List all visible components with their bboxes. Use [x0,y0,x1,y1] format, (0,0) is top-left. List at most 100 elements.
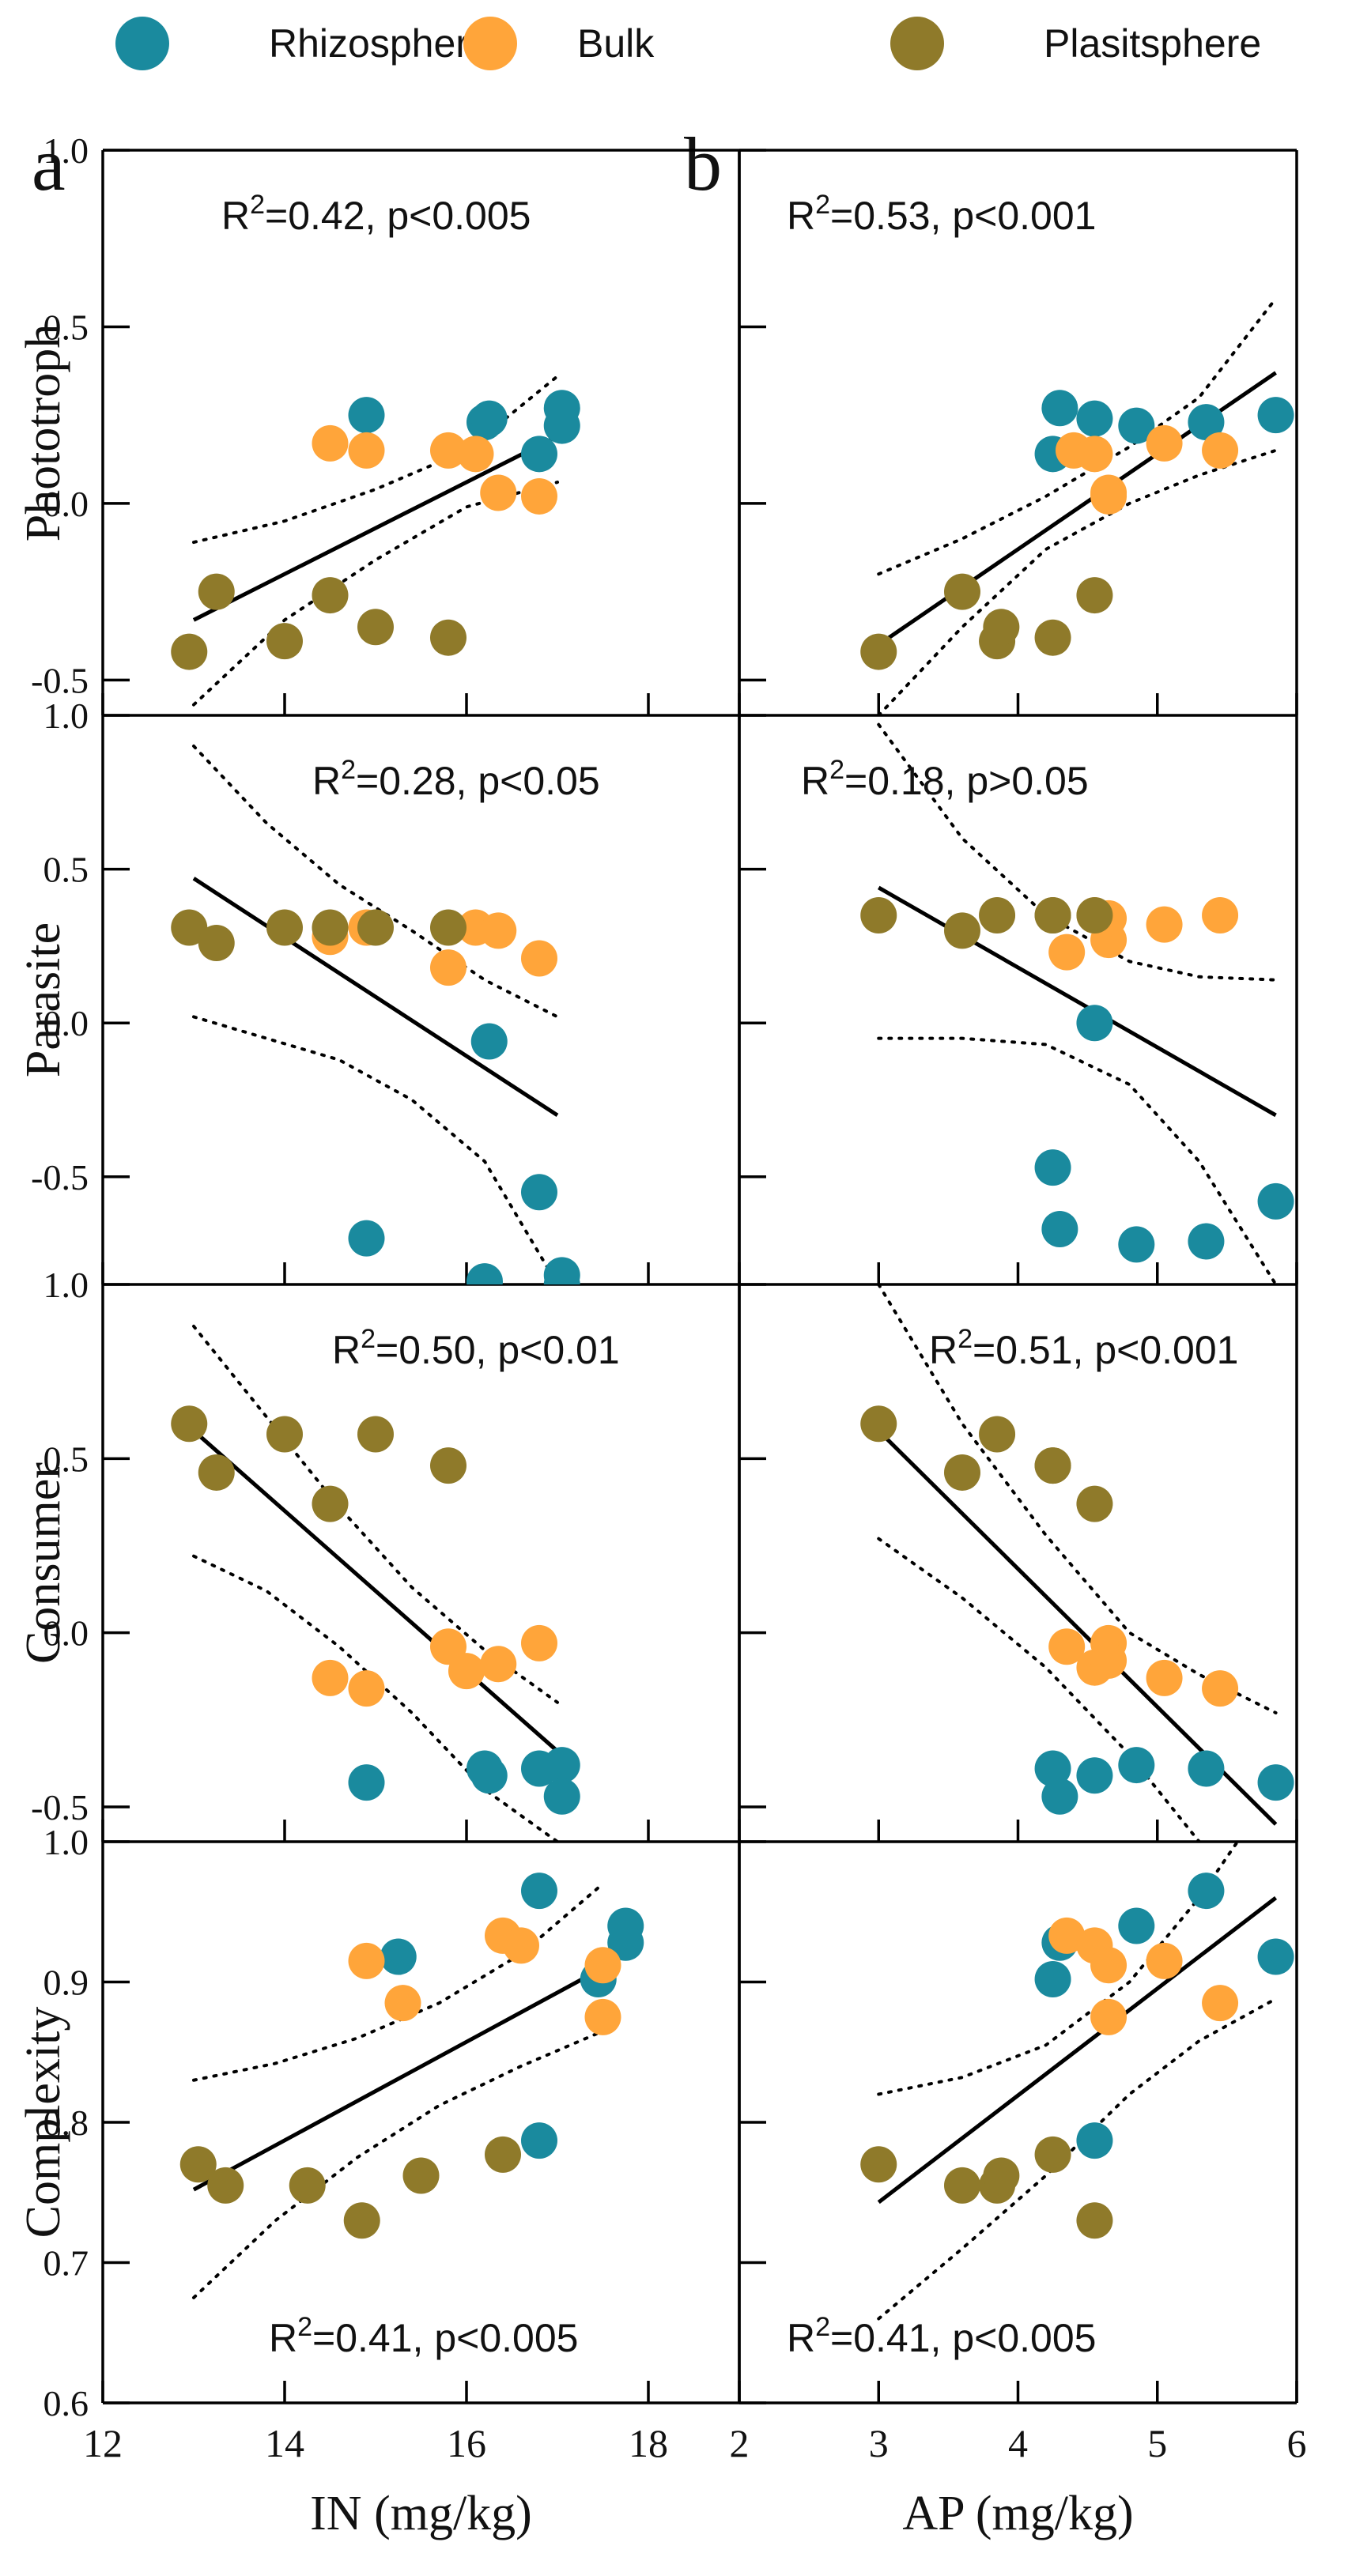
point-rhizosphere [521,2122,557,2159]
data-layer [171,375,580,707]
point-plasitsphere [343,2202,380,2239]
y-tick-label: 0.5 [43,1439,89,1479]
point-rhizosphere [1118,407,1155,444]
stat-annotation: R2=0.18, p>0.05 [801,755,1089,803]
point-plasitsphere [1076,577,1113,614]
y-tick-label: 0.9 [43,1963,89,2003]
x-tick-label: 14 [265,2421,304,2465]
point-rhizosphere [521,436,557,473]
panel-r0-c0: -0.5 0.0 0.5 1.0 Phototroph R2=0.42, p<0.005 [17,130,741,717]
regression-line [877,1896,1278,2204]
point-bulk [521,940,557,977]
point-bulk [1090,1947,1127,1984]
y-axis-title: Parasite [17,922,70,1077]
point-plasitsphere [1034,896,1071,933]
point-rhizosphere [521,1873,557,1910]
point-rhizosphere [1041,1210,1078,1247]
point-bulk [584,1947,621,1984]
y-tick-label: 1.0 [43,130,89,171]
data-layer [860,1284,1294,1842]
data-layer [171,1324,580,1842]
point-rhizosphere [543,1747,580,1784]
point-plasitsphere [312,1485,349,1522]
point-rhizosphere [1118,1747,1155,1784]
point-rhizosphere [470,1757,508,1794]
panel-r2-c1: R2=0.51, p<0.001 [738,1283,1298,1843]
point-bulk [1202,896,1239,933]
point-bulk [521,477,557,515]
x-axis-title: IN (mg/kg) [310,2487,532,2540]
legend-marker-rhizosphere [115,17,169,70]
point-rhizosphere [1257,397,1294,434]
point-rhizosphere [1076,2122,1113,2159]
point-plasitsphere [860,1405,897,1443]
ci-lower-line [877,448,1278,715]
point-bulk [348,432,385,469]
point-bulk [1048,933,1086,971]
point-plasitsphere [179,2146,217,2183]
point-plasitsphere [207,2167,244,2204]
y-tick-label: 0.0 [43,1003,89,1043]
x-tick-label: 3 [869,2421,889,2465]
point-bulk [312,1659,349,1696]
data-layer [860,722,1294,1284]
point-plasitsphere [198,925,235,961]
panel-label-a: a [32,122,66,206]
point-plasitsphere [171,1405,208,1443]
point-rhizosphere [1188,1223,1225,1260]
point-rhizosphere [1118,1907,1155,1944]
point-rhizosphere [1188,1873,1225,1910]
point-rhizosphere [470,1023,508,1060]
point-bulk [1090,1998,1127,2035]
y-tick-label: 0.0 [43,1613,89,1654]
point-bulk [448,1653,485,1690]
point-plasitsphere [266,909,303,946]
point-bulk [384,1985,421,2022]
chart-panels: a b -0.5 0.0 0.5 1.0 Phototroph R2=0.42, p<0.00… [17,122,1307,2540]
point-rhizosphere [1041,390,1078,427]
point-bulk [1076,436,1113,473]
point-bulk [312,424,349,462]
regression-line [192,1966,604,2192]
stat-annotation: R2=0.50, p<0.01 [332,1324,620,1372]
stat-annotation: R2=0.41, p<0.005 [269,2312,578,2360]
y-tick-label: 0.7 [43,2243,89,2284]
point-plasitsphere [289,2167,326,2204]
y-tick-label: 1.0 [43,696,89,736]
regression-line [192,434,559,622]
legend-marker-bulk [463,17,517,70]
point-bulk [430,949,466,986]
point-bulk [1146,1659,1183,1696]
point-bulk [1202,1985,1239,2022]
point-rhizosphere [543,1266,580,1284]
point-plasitsphere [485,2136,521,2173]
point-plasitsphere [430,909,466,946]
x-tick-label: 4 [1008,2421,1028,2465]
point-rhizosphere [521,1174,557,1211]
x-tick-label: 6 [1287,2421,1307,2465]
stat-annotation: R2=0.28, p<0.05 [312,755,600,803]
point-bulk [1146,906,1183,943]
point-rhizosphere [1257,1182,1294,1220]
ci-lower-line [877,1537,1201,1842]
ci-upper-line [192,1324,559,1704]
point-rhizosphere [1076,400,1113,437]
data-layer [171,744,580,1284]
point-rhizosphere [348,1764,385,1801]
point-plasitsphere [171,633,208,670]
point-bulk [348,1942,385,1979]
point-plasitsphere [1076,1485,1113,1522]
ci-upper-line [877,722,1278,982]
point-plasitsphere [198,573,235,610]
point-rhizosphere [543,390,580,427]
point-rhizosphere [1257,1938,1294,1975]
legend-label-bulk: Bulk [577,21,655,66]
point-plasitsphere [430,1447,466,1484]
y-tick-label: 0.5 [43,850,89,890]
stat-annotation: R2=0.41, p<0.005 [787,2312,1096,2360]
point-plasitsphere [357,609,394,646]
point-bulk [480,1646,517,1683]
point-rhizosphere [1188,404,1225,441]
panel-r3-c1: 2 3 4 5 6 R2=0.41, p<0.005 [730,1840,1307,2465]
panel-r1-c1: R2=0.18, p>0.05 [738,714,1298,1286]
